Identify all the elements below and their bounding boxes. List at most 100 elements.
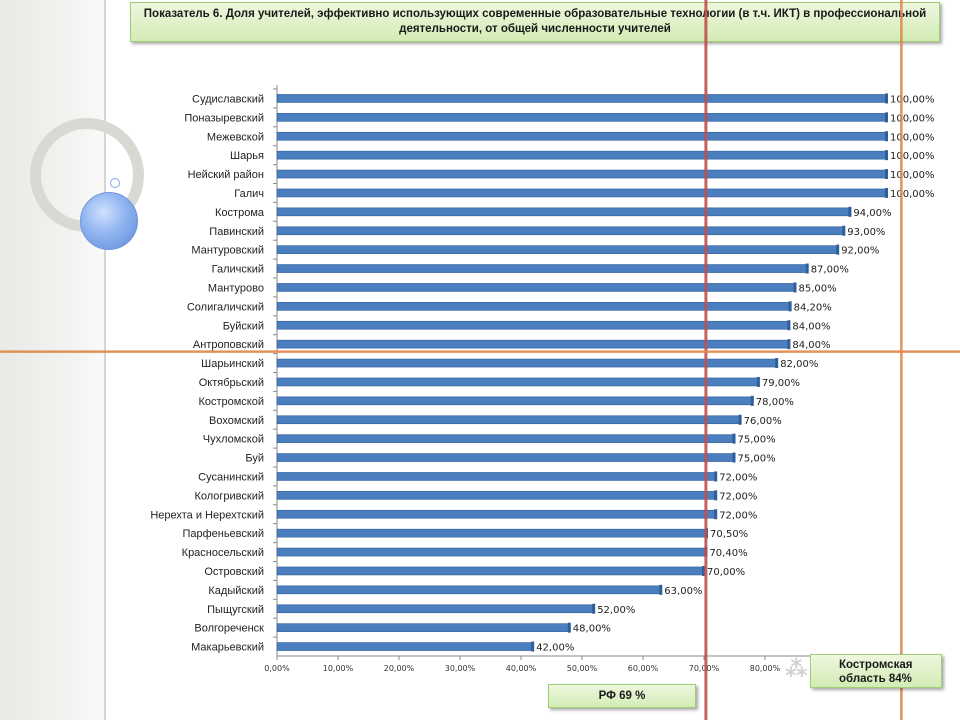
value-label: 85,00% (799, 283, 837, 294)
category-label: Судиславский (192, 93, 264, 105)
value-label: 92,00% (841, 246, 879, 257)
value-label: 93,00% (847, 227, 885, 238)
bar (276, 113, 888, 122)
category-label: Кологривский (194, 490, 264, 502)
rf-reference-label: РФ 69 % (548, 684, 696, 708)
category-label: Кадыйский (208, 585, 264, 597)
bar (276, 131, 888, 141)
bar-cap (738, 414, 742, 425)
category-label: Октябрьский (199, 377, 264, 389)
value-label: 72,00% (719, 491, 757, 502)
bar-cap (531, 641, 535, 652)
bar-cap (659, 584, 663, 595)
bar (276, 415, 741, 425)
bar-cap (885, 93, 888, 104)
category-label: Волгореченск (194, 623, 264, 635)
bar (276, 207, 851, 217)
bar (276, 264, 809, 273)
category-label: Макарьевский (191, 642, 264, 654)
bar (276, 623, 571, 632)
bar-cap (885, 131, 888, 142)
bar-cap (750, 395, 754, 406)
x-tick-label: 0,00% (264, 664, 290, 673)
bar (276, 528, 708, 538)
value-label: 63,00% (664, 586, 702, 597)
bar (276, 472, 717, 481)
value-label: 48,00% (573, 624, 611, 635)
bar-cap (714, 471, 718, 482)
value-label: 82,00% (780, 359, 818, 370)
category-label: Мантуровский (191, 245, 264, 257)
bar-cap (848, 206, 852, 217)
value-label: 100,00% (890, 94, 935, 105)
value-label: 70,40% (709, 548, 747, 559)
bar (276, 245, 839, 254)
region-reference-label: Костромская область 84% (810, 654, 942, 688)
value-label: 84,20% (794, 302, 832, 313)
bar-cap (732, 433, 736, 444)
category-label: Сусанинский (198, 471, 264, 483)
x-tick-label: 70,00% (689, 664, 720, 673)
value-label: 70,00% (707, 567, 745, 578)
value-label: 100,00% (890, 132, 935, 143)
category-label: Галич (234, 188, 264, 200)
decor-small-ring-icon (110, 178, 120, 188)
bar-cap (885, 150, 888, 161)
bar (276, 358, 778, 368)
category-label: Антроповский (193, 339, 264, 351)
bar-cap (885, 112, 888, 123)
bar-cap (885, 169, 888, 180)
bar-cap (793, 282, 797, 293)
category-label: Островский (204, 566, 264, 578)
bar-cap (567, 622, 571, 633)
category-label: Парфеньевский (182, 528, 264, 540)
value-label: 75,00% (738, 435, 776, 446)
x-tick-label: 40,00% (506, 664, 537, 673)
bar-cap (592, 603, 596, 614)
category-label: Мантурово (208, 282, 264, 294)
bar (276, 302, 791, 311)
category-label: Чухломской (203, 434, 264, 446)
category-label: Межевской (207, 131, 264, 143)
bar-cap (885, 187, 888, 198)
category-label: Буй (245, 453, 264, 465)
value-label: 94,00% (853, 208, 891, 219)
bar (276, 150, 888, 160)
value-label: 100,00% (890, 189, 935, 200)
value-label: 79,00% (762, 378, 800, 389)
category-label: Шарья (230, 150, 264, 162)
bar-cap (805, 263, 809, 274)
value-label: 52,00% (597, 605, 635, 616)
bar-cap (756, 376, 760, 387)
value-label: 75,00% (738, 454, 776, 465)
value-label: 84,00% (792, 321, 830, 332)
bar-cap (842, 225, 846, 236)
bar (276, 434, 735, 443)
category-label: Павинский (209, 226, 264, 238)
bar (276, 188, 888, 198)
bar-cap (775, 358, 779, 369)
category-label: Шарьинский (201, 358, 264, 370)
bar (276, 453, 735, 462)
chart-title: Показатель 6. Доля учителей, эффективно … (130, 2, 940, 42)
value-label: 84,00% (792, 340, 830, 351)
category-label: Пыщугский (207, 604, 264, 616)
bar (276, 491, 717, 500)
bar (276, 377, 760, 387)
category-label: Поназыревский (184, 112, 264, 124)
bar-cap (714, 490, 718, 501)
bar-cap (836, 244, 840, 255)
decor-blue-sphere-icon (80, 192, 138, 250)
bar (276, 226, 845, 236)
bar (276, 94, 888, 103)
bar (276, 339, 790, 349)
x-tick-label: 30,00% (445, 664, 476, 673)
x-tick-label: 20,00% (384, 664, 415, 673)
x-tick-label: 80,00% (750, 664, 781, 673)
bar (276, 169, 888, 179)
category-label: Вохомский (209, 415, 264, 427)
category-label: Красносельский (182, 547, 264, 559)
value-label: 100,00% (890, 113, 935, 124)
bar (276, 585, 662, 595)
